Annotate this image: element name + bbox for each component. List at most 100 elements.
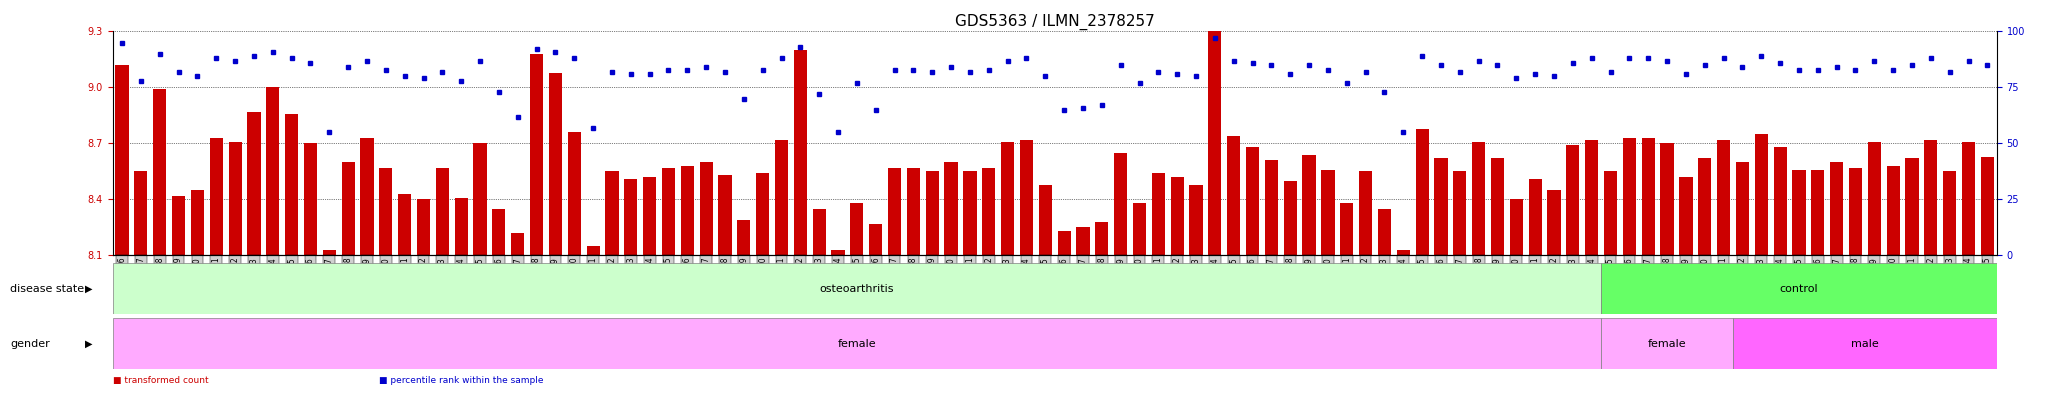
Bar <box>549 73 561 255</box>
Bar <box>492 209 506 255</box>
Bar <box>1077 228 1090 255</box>
Bar <box>850 203 864 255</box>
Bar <box>983 168 995 255</box>
Bar <box>813 209 825 255</box>
Bar <box>1020 140 1032 255</box>
Bar <box>1284 181 1296 255</box>
Bar <box>963 171 977 255</box>
Text: disease state: disease state <box>10 284 84 294</box>
Title: GDS5363 / ILMN_2378257: GDS5363 / ILMN_2378257 <box>954 14 1155 30</box>
Bar <box>1227 136 1241 255</box>
Bar <box>944 162 958 255</box>
Bar <box>455 198 467 255</box>
Bar <box>1886 166 1901 255</box>
Bar <box>606 171 618 255</box>
Bar <box>662 168 676 255</box>
Bar <box>209 138 223 255</box>
Bar <box>418 199 430 255</box>
Bar <box>1849 168 1862 255</box>
Bar <box>512 233 524 255</box>
Bar <box>643 177 655 255</box>
Bar <box>1114 153 1126 255</box>
Bar <box>1303 154 1315 255</box>
Bar <box>342 162 354 255</box>
Bar <box>530 54 543 255</box>
Bar <box>1831 162 1843 255</box>
Bar <box>1716 140 1731 255</box>
Text: ▶: ▶ <box>84 284 92 294</box>
Text: ■ transformed count: ■ transformed count <box>113 376 209 385</box>
Bar <box>285 114 299 255</box>
Bar <box>1944 171 1956 255</box>
Bar <box>1360 171 1372 255</box>
Bar <box>1245 147 1260 255</box>
Text: ▶: ▶ <box>84 339 92 349</box>
Bar <box>1925 140 1937 255</box>
Bar <box>154 89 166 255</box>
Bar <box>700 162 713 255</box>
Bar <box>1528 179 1542 255</box>
Bar <box>1602 263 1997 314</box>
Bar <box>1604 171 1618 255</box>
Bar <box>135 171 147 255</box>
Bar <box>680 166 694 255</box>
Bar <box>1774 147 1786 255</box>
Bar <box>303 143 317 255</box>
Text: female: female <box>838 339 877 349</box>
Bar <box>229 141 242 255</box>
Bar <box>1339 203 1354 255</box>
Bar <box>1151 173 1165 255</box>
Bar <box>1810 169 1825 255</box>
Bar <box>625 179 637 255</box>
Bar <box>1585 140 1597 255</box>
Bar <box>1509 199 1524 255</box>
Bar <box>567 132 582 255</box>
Bar <box>1434 158 1448 255</box>
Bar <box>1473 141 1485 255</box>
Bar <box>1792 169 1806 255</box>
Bar <box>926 171 938 255</box>
Text: osteoarthritis: osteoarthritis <box>819 284 895 294</box>
Bar <box>1661 143 1673 255</box>
Bar <box>1698 158 1712 255</box>
Bar <box>1096 222 1108 255</box>
Bar <box>1057 231 1071 255</box>
Bar <box>436 168 449 255</box>
Bar <box>1491 158 1503 255</box>
Text: gender: gender <box>10 339 49 349</box>
Bar <box>1733 318 1997 369</box>
Bar <box>1737 162 1749 255</box>
Bar <box>190 190 205 255</box>
Bar <box>889 168 901 255</box>
Text: male: male <box>1851 339 1878 349</box>
Bar <box>1171 177 1184 255</box>
Bar <box>1755 134 1767 255</box>
Bar <box>1548 190 1561 255</box>
Bar <box>1190 184 1202 255</box>
Bar <box>737 220 750 255</box>
Bar <box>1679 177 1692 255</box>
Bar <box>1038 184 1053 255</box>
Bar <box>795 50 807 255</box>
Bar <box>1266 160 1278 255</box>
Bar <box>473 143 487 255</box>
Text: control: control <box>1780 284 1819 294</box>
Bar <box>719 175 731 255</box>
Bar <box>1378 209 1391 255</box>
Bar <box>1868 141 1880 255</box>
Bar <box>1980 156 1995 255</box>
Bar <box>1208 31 1221 255</box>
Bar <box>907 168 920 255</box>
Bar <box>172 196 184 255</box>
Bar <box>1397 250 1409 255</box>
Bar <box>360 138 373 255</box>
Bar <box>113 263 1602 314</box>
Bar <box>774 140 788 255</box>
Bar <box>868 224 883 255</box>
Bar <box>1905 158 1919 255</box>
Bar <box>1001 141 1014 255</box>
Text: female: female <box>1649 339 1686 349</box>
Bar <box>831 250 844 255</box>
Bar <box>1415 129 1430 255</box>
Bar <box>1642 138 1655 255</box>
